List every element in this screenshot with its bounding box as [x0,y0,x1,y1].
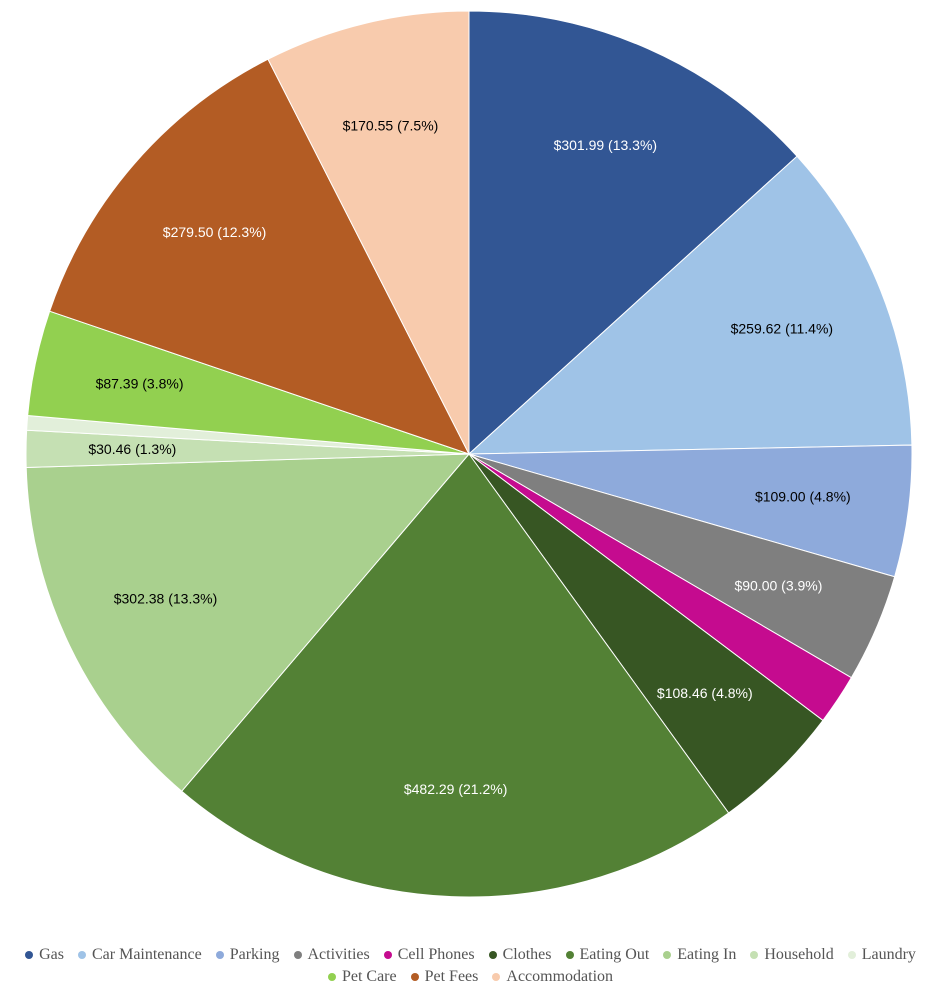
legend-marker [77,951,86,959]
legend-marker [293,951,302,959]
legend-item: Household [750,946,834,964]
data-label: $301.99 (13.3%) [554,137,658,153]
legend-label: Clothes [502,946,552,963]
data-label: $108.46 (4.8%) [657,685,753,701]
legend-item: Gas [25,946,64,964]
legend-label: Household [764,946,834,963]
legend-item: Pet Care [327,968,397,986]
legend-label: Parking [229,946,280,963]
legend-label: Pet Care [341,968,397,985]
legend-marker [383,951,392,959]
legend-marker [565,951,574,959]
data-label: $90.00 (3.9%) [734,577,822,593]
data-label: $482.29 (21.2%) [404,781,508,797]
data-label: $302.38 (13.3%) [114,590,218,606]
legend-item: Clothes [488,946,552,964]
legend-item: Accommodation [492,968,613,986]
legend-marker [488,951,497,959]
legend-label: Laundry [861,946,916,963]
legend-marker [492,973,501,981]
legend-item: Eating In [663,946,736,964]
data-label: $30.46 (1.3%) [88,441,176,457]
legend-marker [215,951,224,959]
pie-slice [267,10,470,455]
pie-slice [467,155,913,455]
legend-item: Cell Phones [383,946,475,964]
legend-marker [663,951,672,959]
legend-item: Car Maintenance [77,946,202,964]
chart: $301.99 (13.3%) $259.62 (11.4%) $109.00 (4… [25,10,913,898]
legend: Gas Car Maintenance Parking Activities Cell … [10,946,931,986]
legend-marker [327,973,336,981]
data-label: $109.00 (4.8%) [755,488,851,504]
data-label: $279.50 (12.3%) [163,224,267,240]
legend-item: Eating Out [565,946,650,964]
legend-marker [750,951,759,959]
pie-slice [49,58,471,455]
legend-label: Gas [39,946,64,963]
pie-slice [181,453,730,898]
data-label: $87.39 (3.8%) [96,375,184,391]
pie-slice [25,453,471,792]
legend-label: Pet Fees [424,968,479,985]
legend-label: Activities [307,946,370,963]
data-label: $259.62 (11.4%) [731,320,833,336]
legend-label: Cell Phones [397,946,475,963]
legend-item: Activities [293,946,370,964]
legend-label: Eating Out [579,946,650,963]
legend-item: Pet Fees [410,968,479,986]
legend-marker [847,951,856,959]
legend-item: Laundry [847,946,916,964]
data-label: $170.55 (7.5%) [343,117,439,133]
legend-item: Parking [215,946,280,964]
legend-label: Accommodation [506,968,614,985]
pie-slice [468,10,798,456]
legend-label: Car Maintenance [91,946,202,963]
legend-label: Eating In [677,946,737,963]
legend-marker [25,951,34,959]
legend-marker [410,973,419,981]
